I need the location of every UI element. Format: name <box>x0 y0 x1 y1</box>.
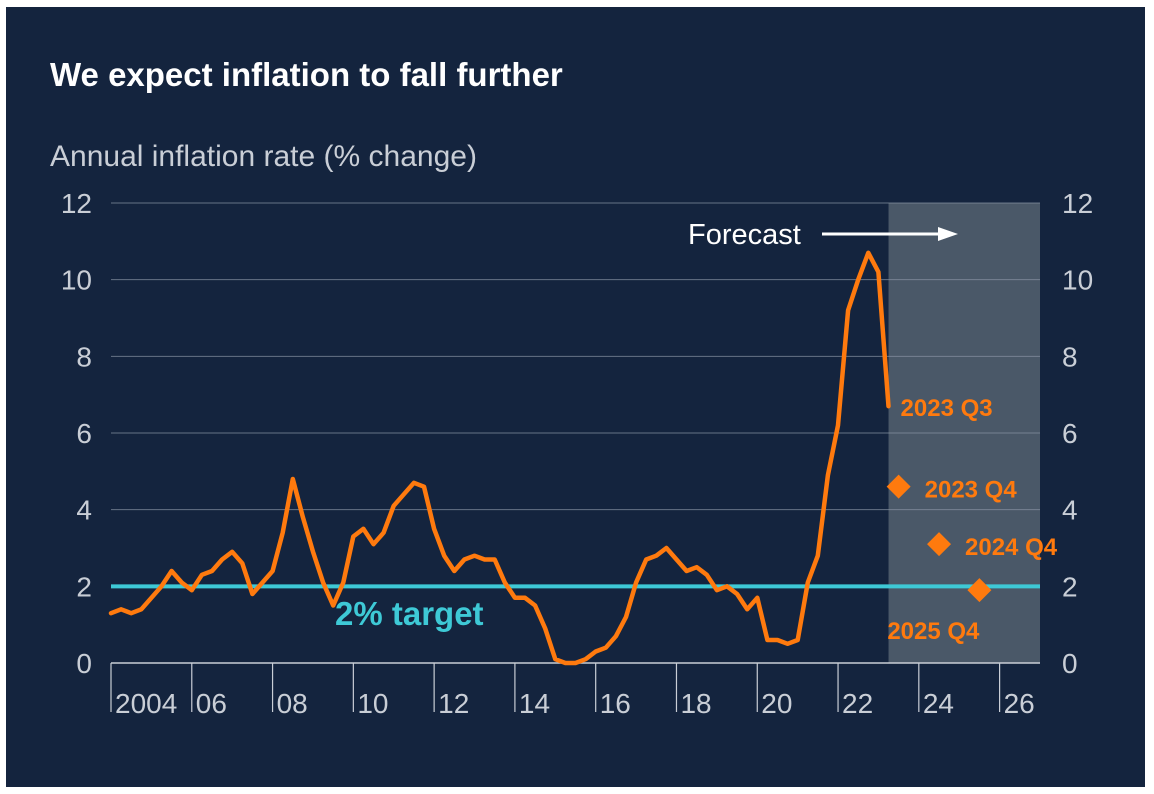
y-tick-label-left: 6 <box>76 418 92 449</box>
chart-title: We expect inflation to fall further <box>50 56 563 93</box>
target-label: 2% target <box>335 595 484 632</box>
forecast-point-marker <box>927 532 952 557</box>
x-tick-label: 16 <box>600 688 631 719</box>
x-tick-label: 18 <box>680 688 711 719</box>
x-tick-label: 24 <box>923 688 954 719</box>
forecast-point-marker <box>886 474 911 499</box>
x-tick-label: 26 <box>1004 688 1035 719</box>
y-tick-label-right: 6 <box>1062 418 1078 449</box>
y-tick-label-right: 12 <box>1062 188 1093 219</box>
x-tick-label: 08 <box>277 688 308 719</box>
inflation-line <box>108 250 891 666</box>
forecast-point-label: 2023 Q4 <box>925 477 1018 504</box>
last-actual-label: 2023 Q3 <box>901 395 993 422</box>
y-tick-label-left: 4 <box>76 495 92 526</box>
y-tick-label-right: 4 <box>1062 495 1078 526</box>
y-tick-label-right: 8 <box>1062 341 1078 372</box>
y-tick-label-right: 10 <box>1062 265 1093 296</box>
y-tick-label-left: 12 <box>61 188 92 219</box>
y-tick-label-right: 2 <box>1062 571 1078 602</box>
forecast-arrow-head <box>938 227 958 241</box>
y-axis-label: Annual inflation rate (% change) <box>50 140 477 173</box>
forecast-point-label: 2024 Q4 <box>965 534 1058 561</box>
x-tick-label: 10 <box>357 688 388 719</box>
x-tick-label: 22 <box>842 688 873 719</box>
y-tick-label-right: 0 <box>1062 648 1078 679</box>
y-tick-label-left: 10 <box>61 265 92 296</box>
x-tick-label: 2004 <box>115 688 177 719</box>
x-tick-label: 20 <box>761 688 792 719</box>
x-tick-label: 12 <box>438 688 469 719</box>
y-tick-label-left: 0 <box>76 648 92 679</box>
annotations: 2023 Q3 2% target Forecast <box>335 219 993 632</box>
x-tick-label: 06 <box>196 688 227 719</box>
forecast-points: 2023 Q4 2024 Q4 2025 Q4 <box>886 474 1058 645</box>
forecast-point-marker <box>967 578 992 603</box>
x-tick-label: 14 <box>519 688 550 719</box>
y-tick-label-left: 2 <box>76 571 92 602</box>
forecast-point-label: 2025 Q4 <box>887 618 980 645</box>
forecast-label: Forecast <box>688 219 801 251</box>
y-tick-label-left: 8 <box>76 341 92 372</box>
